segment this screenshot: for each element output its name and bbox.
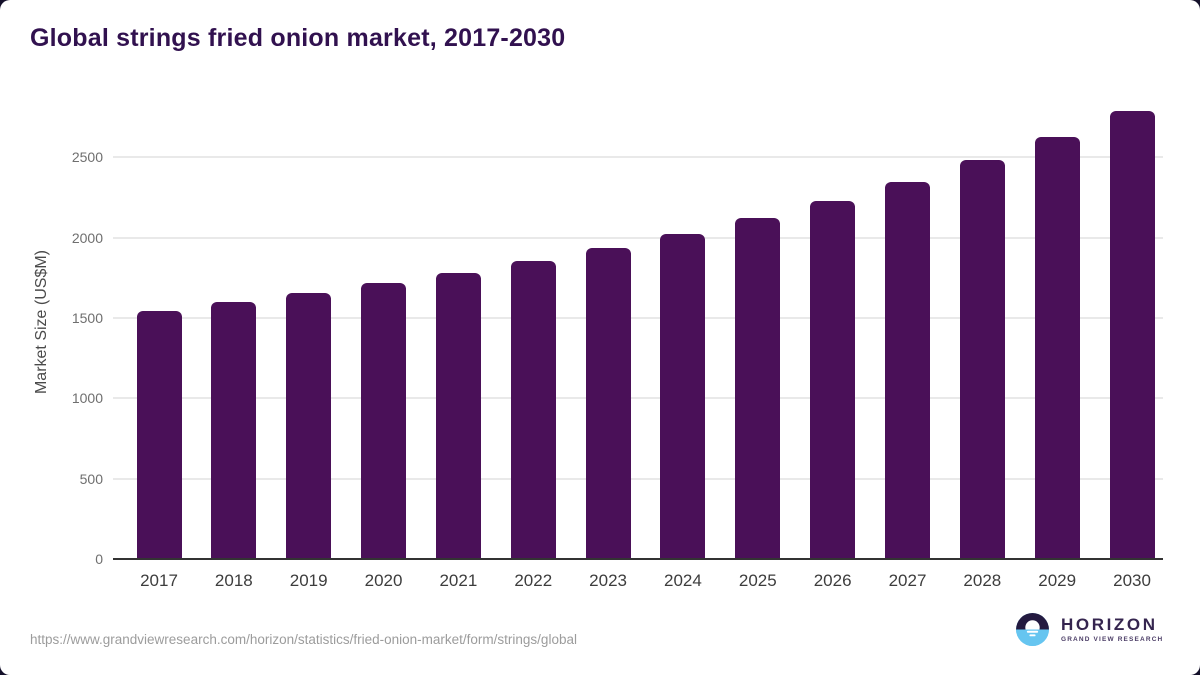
bar-2019[interactable] bbox=[286, 293, 332, 559]
bar-2025[interactable] bbox=[735, 218, 781, 559]
bar-2020[interactable] bbox=[361, 283, 407, 559]
x-tick-label-2022: 2022 bbox=[514, 571, 553, 590]
bar-2017[interactable] bbox=[136, 310, 182, 559]
bar-2030[interactable] bbox=[1109, 110, 1155, 559]
x-tick-label-2030: 2030 bbox=[1113, 571, 1151, 590]
chart-title: Global strings fried onion market, 2017-… bbox=[30, 24, 566, 52]
x-tick-label-2026: 2026 bbox=[813, 571, 852, 590]
bar-2029[interactable] bbox=[1034, 137, 1080, 559]
x-tick-label-2018: 2018 bbox=[214, 571, 253, 590]
y-tick-label: 1500 bbox=[71, 309, 103, 326]
y-tick-label: 2500 bbox=[71, 149, 103, 166]
logo-subtitle: GRAND VIEW RESEARCH bbox=[1061, 636, 1164, 644]
gridline-1500 bbox=[113, 316, 1163, 319]
x-tick-label-2021: 2021 bbox=[439, 571, 478, 590]
logo-title: HORIZON bbox=[1061, 614, 1158, 634]
bar-2021[interactable] bbox=[435, 272, 481, 559]
gridline-1000 bbox=[113, 397, 1163, 400]
x-tick-label-2024: 2024 bbox=[664, 571, 702, 590]
y-tick-label: 1000 bbox=[71, 390, 103, 407]
y-tick-label: 500 bbox=[79, 470, 103, 487]
gridline-2500 bbox=[113, 156, 1163, 159]
y-tick-label: 2000 bbox=[71, 229, 103, 246]
x-tick-label-2017: 2017 bbox=[140, 571, 178, 590]
source-url: https://www.grandviewresearch.com/horizo… bbox=[30, 632, 577, 647]
horizon-logo: HORIZON GRAND VIEW RESEARCH bbox=[1014, 611, 1163, 648]
bar-2018[interactable] bbox=[211, 301, 257, 559]
gridline-2000 bbox=[113, 236, 1163, 239]
x-tick-label-2025: 2025 bbox=[738, 571, 777, 590]
bar-2023[interactable] bbox=[585, 248, 631, 559]
y-tick-label: 0 bbox=[95, 551, 103, 567]
x-tick-label-2027: 2027 bbox=[888, 571, 927, 590]
bar-2026[interactable] bbox=[810, 201, 856, 559]
logo-text: HORIZON GRAND VIEW RESEARCH bbox=[1061, 614, 1164, 644]
gridline-500 bbox=[113, 477, 1163, 480]
x-tick-label-2019: 2019 bbox=[289, 571, 328, 590]
bar-2022[interactable] bbox=[510, 260, 556, 559]
x-tick-label-2029: 2029 bbox=[1038, 571, 1077, 590]
bar-2027[interactable] bbox=[885, 182, 930, 559]
bar-2028[interactable] bbox=[959, 160, 1005, 559]
horizon-sunset-icon bbox=[1016, 613, 1049, 646]
plot-area: 0 500 1000 1500 2000 2500 2017 2018 2019 2020 2021… bbox=[72, 97, 1163, 590]
x-tick-label-2023: 2023 bbox=[589, 571, 627, 590]
x-axis-line bbox=[113, 558, 1163, 560]
x-tick-label-2020: 2020 bbox=[364, 571, 403, 590]
x-tick-label-2028: 2028 bbox=[963, 571, 1002, 590]
bar-2024[interactable] bbox=[660, 234, 706, 559]
